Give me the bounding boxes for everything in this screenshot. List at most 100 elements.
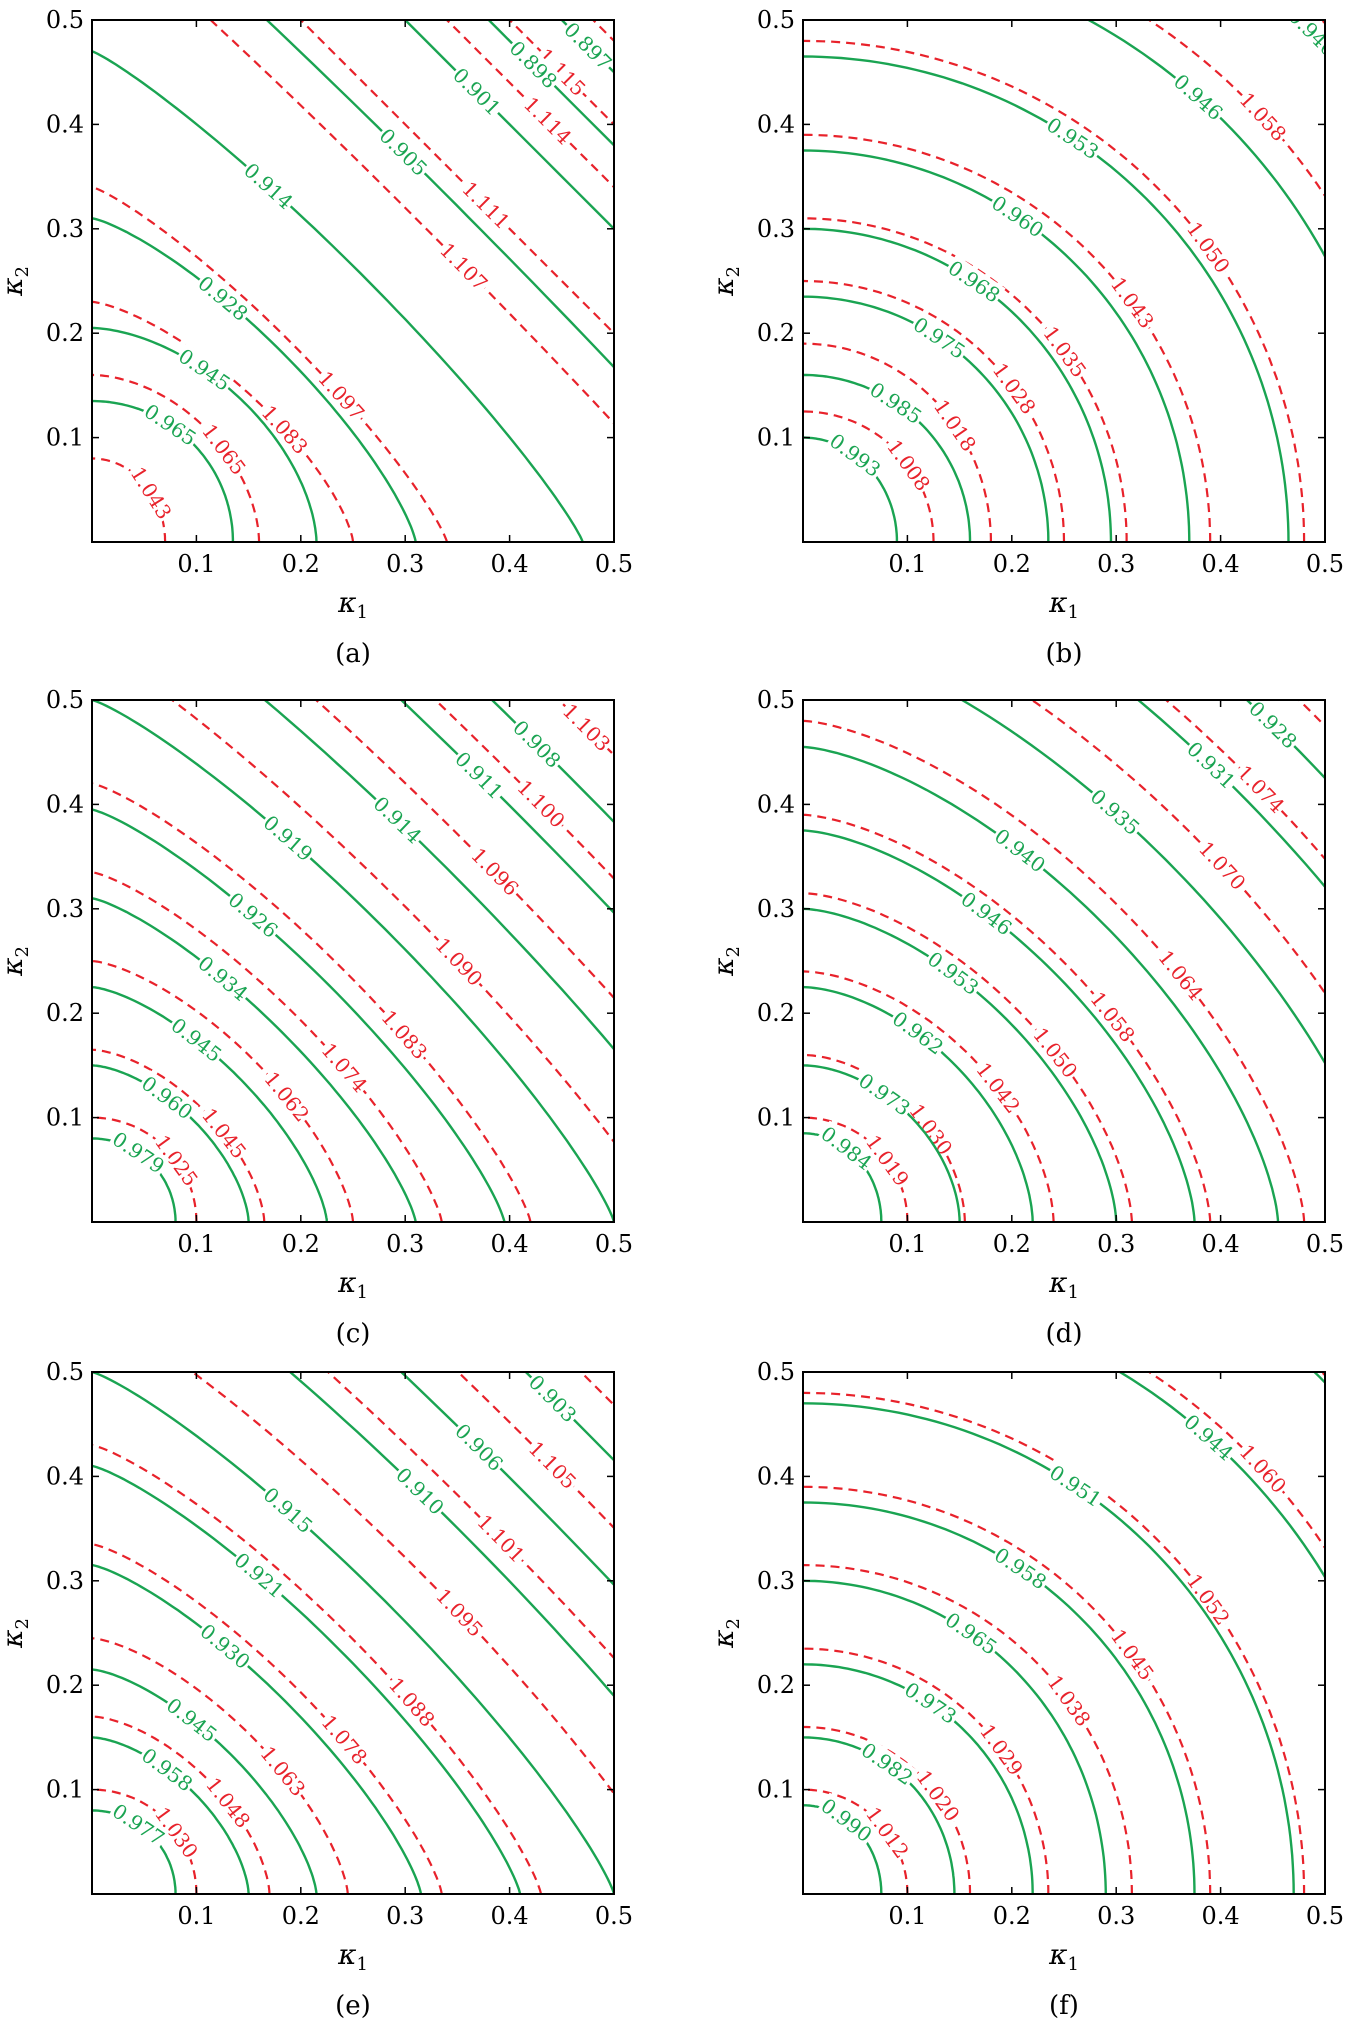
red-contour-d-3 xyxy=(803,970,1055,1222)
green-contour-d-2 xyxy=(803,1064,961,1222)
y-tick-label-e-4: 0.4 xyxy=(46,1462,84,1490)
green-level-label-f-4: 0.965 xyxy=(941,1607,1002,1659)
x-tick-label-f-3: 0.3 xyxy=(1097,1902,1135,1930)
y-tick-label-a-1: 0.1 xyxy=(46,424,84,452)
x-tick-label-d-2: 0.2 xyxy=(993,1230,1031,1258)
x-tick-label-b-1: 0.1 xyxy=(888,550,926,578)
y-axis-label-e: κ2 xyxy=(0,1618,33,1649)
x-tick-label-c-2: 0.2 xyxy=(282,1230,320,1258)
green-level-label-e-6: 0.915 xyxy=(259,1482,318,1538)
red-level-label-d-7: 1.070 xyxy=(1194,837,1251,895)
red-contour-a-9 xyxy=(591,20,614,43)
red-level-label-e-5: 1.088 xyxy=(384,1673,440,1732)
green-level-label-a-4: 0.914 xyxy=(239,158,298,214)
green-level-label-b-4: 0.968 xyxy=(944,256,1005,308)
green-contour-f-3 xyxy=(803,1663,1034,1894)
red-level-label-b-5: 1.043 xyxy=(1106,272,1159,332)
axes-frame-b xyxy=(802,19,1326,543)
green-contour-e-4 xyxy=(92,1563,423,1894)
x-tick-label-e-5: 0.5 xyxy=(595,1902,633,1930)
green-contour-a-3 xyxy=(92,217,417,542)
plot-area-b: 1.0081.0181.0281.0351.0431.0501.0580.993… xyxy=(803,20,1325,542)
green-contour-b-4 xyxy=(803,227,1113,542)
x-tick-label-b-5: 0.5 xyxy=(1306,550,1344,578)
x-tick-label-e-3: 0.3 xyxy=(386,1902,424,1930)
panel-caption-e: (e) xyxy=(335,1991,371,2021)
green-level-label-e-5: 0.921 xyxy=(230,1548,289,1603)
green-contour-a-6 xyxy=(403,20,614,231)
red-contour-d-4 xyxy=(803,892,1133,1222)
red-level-label-c-4: 1.074 xyxy=(317,1038,373,1097)
green-level-label-a-6: 0.901 xyxy=(448,63,505,120)
y-tick-label-e-2: 0.2 xyxy=(46,1671,84,1699)
green-contour-b-5 xyxy=(803,149,1191,542)
green-contour-b-8 xyxy=(1297,20,1325,48)
green-contour-f-6 xyxy=(803,1402,1295,1894)
green-level-label-c-6: 0.919 xyxy=(259,810,318,866)
green-level-label-b-5: 0.960 xyxy=(987,190,1048,242)
y-tick-label-c-2: 0.2 xyxy=(46,999,84,1027)
x-tick-label-b-3: 0.3 xyxy=(1097,550,1135,578)
x-tick-label-c-5: 0.5 xyxy=(595,1230,633,1258)
x-tick-label-d-5: 0.5 xyxy=(1306,1230,1344,1258)
green-contour-e-5 xyxy=(92,1464,522,1894)
green-contour-a-2 xyxy=(92,326,318,542)
plot-area-f: 1.0121.0201.0291.0381.0451.0521.0600.990… xyxy=(803,1372,1325,1894)
red-level-label-c-6: 1.090 xyxy=(431,933,488,991)
green-level-label-e-1: 0.977 xyxy=(108,1799,169,1851)
x-tick-label-a-1: 0.1 xyxy=(177,550,215,578)
y-tick-label-d-3: 0.3 xyxy=(757,895,795,923)
green-level-label-d-1: 0.984 xyxy=(816,1121,876,1175)
red-contour-a-6 xyxy=(299,20,614,335)
x-tick-label-c-1: 0.1 xyxy=(177,1230,215,1258)
green-contour-f-4 xyxy=(803,1579,1107,1894)
red-level-label-a-3: 1.083 xyxy=(257,400,313,459)
green-contour-c-3 xyxy=(92,985,329,1222)
x-tick-label-a-5: 0.5 xyxy=(595,550,633,578)
y-tick-label-a-5: 0.5 xyxy=(46,6,84,34)
y-tick-label-f-2: 0.2 xyxy=(757,1671,795,1699)
y-tick-label-e-5: 0.5 xyxy=(46,1358,84,1386)
green-level-label-c-7: 0.914 xyxy=(369,791,427,848)
y-tick-label-d-5: 0.5 xyxy=(757,686,795,714)
axes-frame-f xyxy=(802,1371,1326,1895)
green-contour-c-4 xyxy=(92,897,417,1222)
panel-caption-a: (a) xyxy=(335,639,371,669)
x-axis-label-b: κ1 xyxy=(1048,586,1079,623)
panel-caption-b: (b) xyxy=(1046,639,1083,669)
y-tick-label-b-4: 0.4 xyxy=(757,110,795,138)
red-level-label-a-5: 1.107 xyxy=(435,238,492,296)
green-level-label-d-2: 0.973 xyxy=(854,1068,915,1120)
red-level-label-a-6: 1.111 xyxy=(457,177,514,234)
green-level-label-e-3: 0.945 xyxy=(162,1693,222,1747)
green-level-label-c-2: 0.960 xyxy=(137,1071,197,1124)
red-contour-c-4 xyxy=(92,871,443,1222)
green-level-label-c-5: 0.926 xyxy=(223,887,282,942)
green-level-label-a-1: 0.965 xyxy=(140,399,201,451)
green-level-label-f-6: 0.951 xyxy=(1045,1460,1106,1512)
panel-f: 1.0121.0201.0291.0381.0451.0521.0600.990… xyxy=(707,1358,1344,2021)
red-contour-b-5 xyxy=(803,133,1212,542)
green-contour-e-3 xyxy=(92,1668,318,1894)
y-tick-label-c-1: 0.1 xyxy=(46,1104,84,1132)
y-tick-label-f-4: 0.4 xyxy=(757,1462,795,1490)
y-tick-label-c-4: 0.4 xyxy=(46,790,84,818)
green-contour-e-7 xyxy=(288,1372,614,1698)
green-level-label-c-8: 0.911 xyxy=(450,747,508,804)
green-level-label-c-4: 0.934 xyxy=(193,951,252,1006)
red-level-label-d-2: 1.030 xyxy=(904,1099,957,1159)
axes-frame-c xyxy=(91,699,615,1223)
green-contour-f-7 xyxy=(1117,1372,1325,1580)
green-level-label-f-1: 0.990 xyxy=(816,1793,876,1847)
axes-frame-a xyxy=(91,19,615,543)
red-level-label-c-5: 1.083 xyxy=(376,1005,432,1064)
red-contour-d-5 xyxy=(803,813,1212,1222)
red-level-label-d-6: 1.064 xyxy=(1153,945,1208,1005)
y-tick-label-a-4: 0.4 xyxy=(46,110,84,138)
green-contour-c-2 xyxy=(92,1064,250,1222)
red-level-label-c-3: 1.062 xyxy=(259,1067,314,1126)
x-tick-label-d-3: 0.3 xyxy=(1097,1230,1135,1258)
y-tick-label-c-3: 0.3 xyxy=(46,895,84,923)
red-level-label-b-1: 1.008 xyxy=(882,435,935,495)
